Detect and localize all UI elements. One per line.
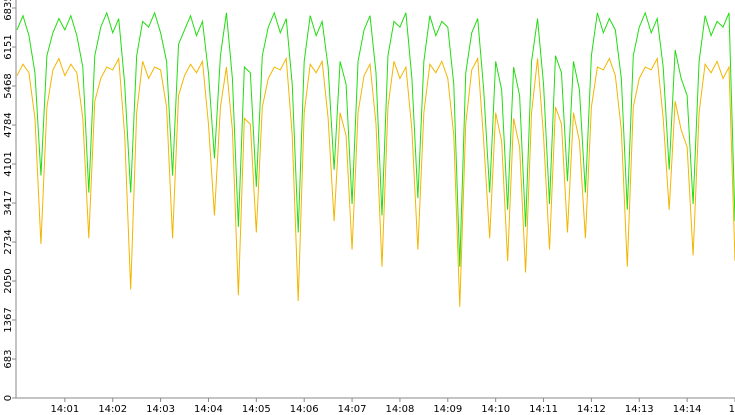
y-tick-label: 0 [3,395,14,401]
x-tick-label: 14:14 [673,404,702,415]
y-tick-label: 4784 [3,112,14,137]
y-tick-label: 683 [3,349,14,368]
x-tick-label: 14:03 [146,404,175,415]
x-tick-label: 14:11 [529,404,558,415]
y-tick-label: 6835 [3,0,14,21]
y-tick-label: 6151 [3,34,14,59]
y-tick-label: 3417 [3,190,14,215]
y-tick-label: 5468 [3,73,14,98]
x-tick-label: 14 [729,404,735,415]
y-tick-label: 1367 [3,307,14,332]
x-tick-label: 14:02 [98,404,127,415]
x-tick-label: 14:04 [194,404,223,415]
y-tick-label: 2050 [3,268,14,293]
x-tick-label: 14:01 [50,404,79,415]
x-tick-label: 14:08 [386,404,415,415]
x-tick-label: 14:10 [481,404,510,415]
y-tick-label: 4101 [3,151,14,176]
series-line [16,56,735,307]
x-tick-label: 14:09 [433,404,462,415]
series-line [16,11,735,267]
y-tick-label: 2734 [3,229,14,254]
x-tick-label: 14:07 [338,404,367,415]
x-tick-label: 14:06 [290,404,319,415]
x-tick-label: 14:12 [577,404,606,415]
x-tick-label: 14:05 [242,404,271,415]
x-tick-label: 14:13 [625,404,654,415]
